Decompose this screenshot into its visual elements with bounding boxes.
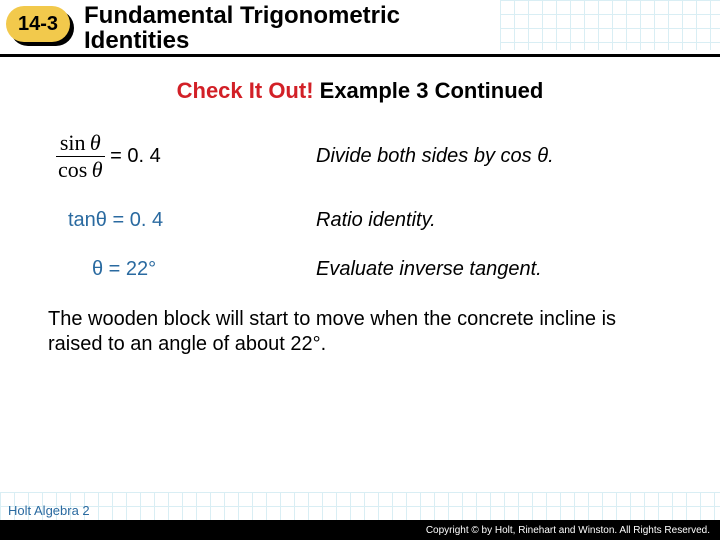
- footer-left-text: Holt Algebra 2: [8, 503, 90, 518]
- copyright-text: Copyright © by Holt, Rinehart and Winsto…: [426, 525, 710, 536]
- footer-bar: Copyright © by Holt, Rinehart and Winsto…: [0, 520, 720, 540]
- title-line2: Identities: [84, 27, 189, 54]
- fraction-numerator: sin θ: [56, 130, 105, 157]
- section-badge: 14-3: [6, 6, 76, 50]
- step-row: θ = 22° Evaluate inverse tangent.: [56, 258, 664, 281]
- step-explanation: Divide both sides by cos θ.: [316, 145, 554, 168]
- title-line1: Fundamental Trigonometric: [84, 2, 400, 29]
- page-title: Fundamental Trigonometric Identities: [84, 3, 400, 53]
- step-row: sin θ cos θ = 0. 4 Divide both sides by …: [56, 130, 664, 183]
- step-left: θ = 22°: [56, 258, 316, 281]
- subhead-red: Check It Out!: [177, 78, 314, 103]
- header: 14-3 Fundamental Trigonometric Identitie…: [0, 0, 720, 56]
- content: sin θ cos θ = 0. 4 Divide both sides by …: [0, 130, 720, 281]
- step-equation: tanθ = 0. 4: [68, 209, 163, 231]
- subhead-black: Example 3 Continued: [314, 78, 544, 103]
- step-left: sin θ cos θ = 0. 4: [56, 130, 316, 183]
- equals-text: = 0. 4: [110, 145, 161, 167]
- step-left: tanθ = 0. 4: [56, 209, 316, 232]
- badge-front: 14-3: [6, 6, 70, 42]
- grid-decoration-bottom: [0, 492, 720, 522]
- step-explanation: Evaluate inverse tangent.: [316, 258, 542, 281]
- fraction: sin θ cos θ: [56, 130, 105, 183]
- conclusion-text: The wooden block will start to move when…: [0, 307, 720, 357]
- fraction-denominator: cos θ: [56, 157, 105, 183]
- step-row: tanθ = 0. 4 Ratio identity.: [56, 209, 664, 232]
- step-equation: θ = 22°: [92, 258, 156, 280]
- subheading: Check It Out! Example 3 Continued: [0, 78, 720, 104]
- step-explanation: Ratio identity.: [316, 209, 436, 232]
